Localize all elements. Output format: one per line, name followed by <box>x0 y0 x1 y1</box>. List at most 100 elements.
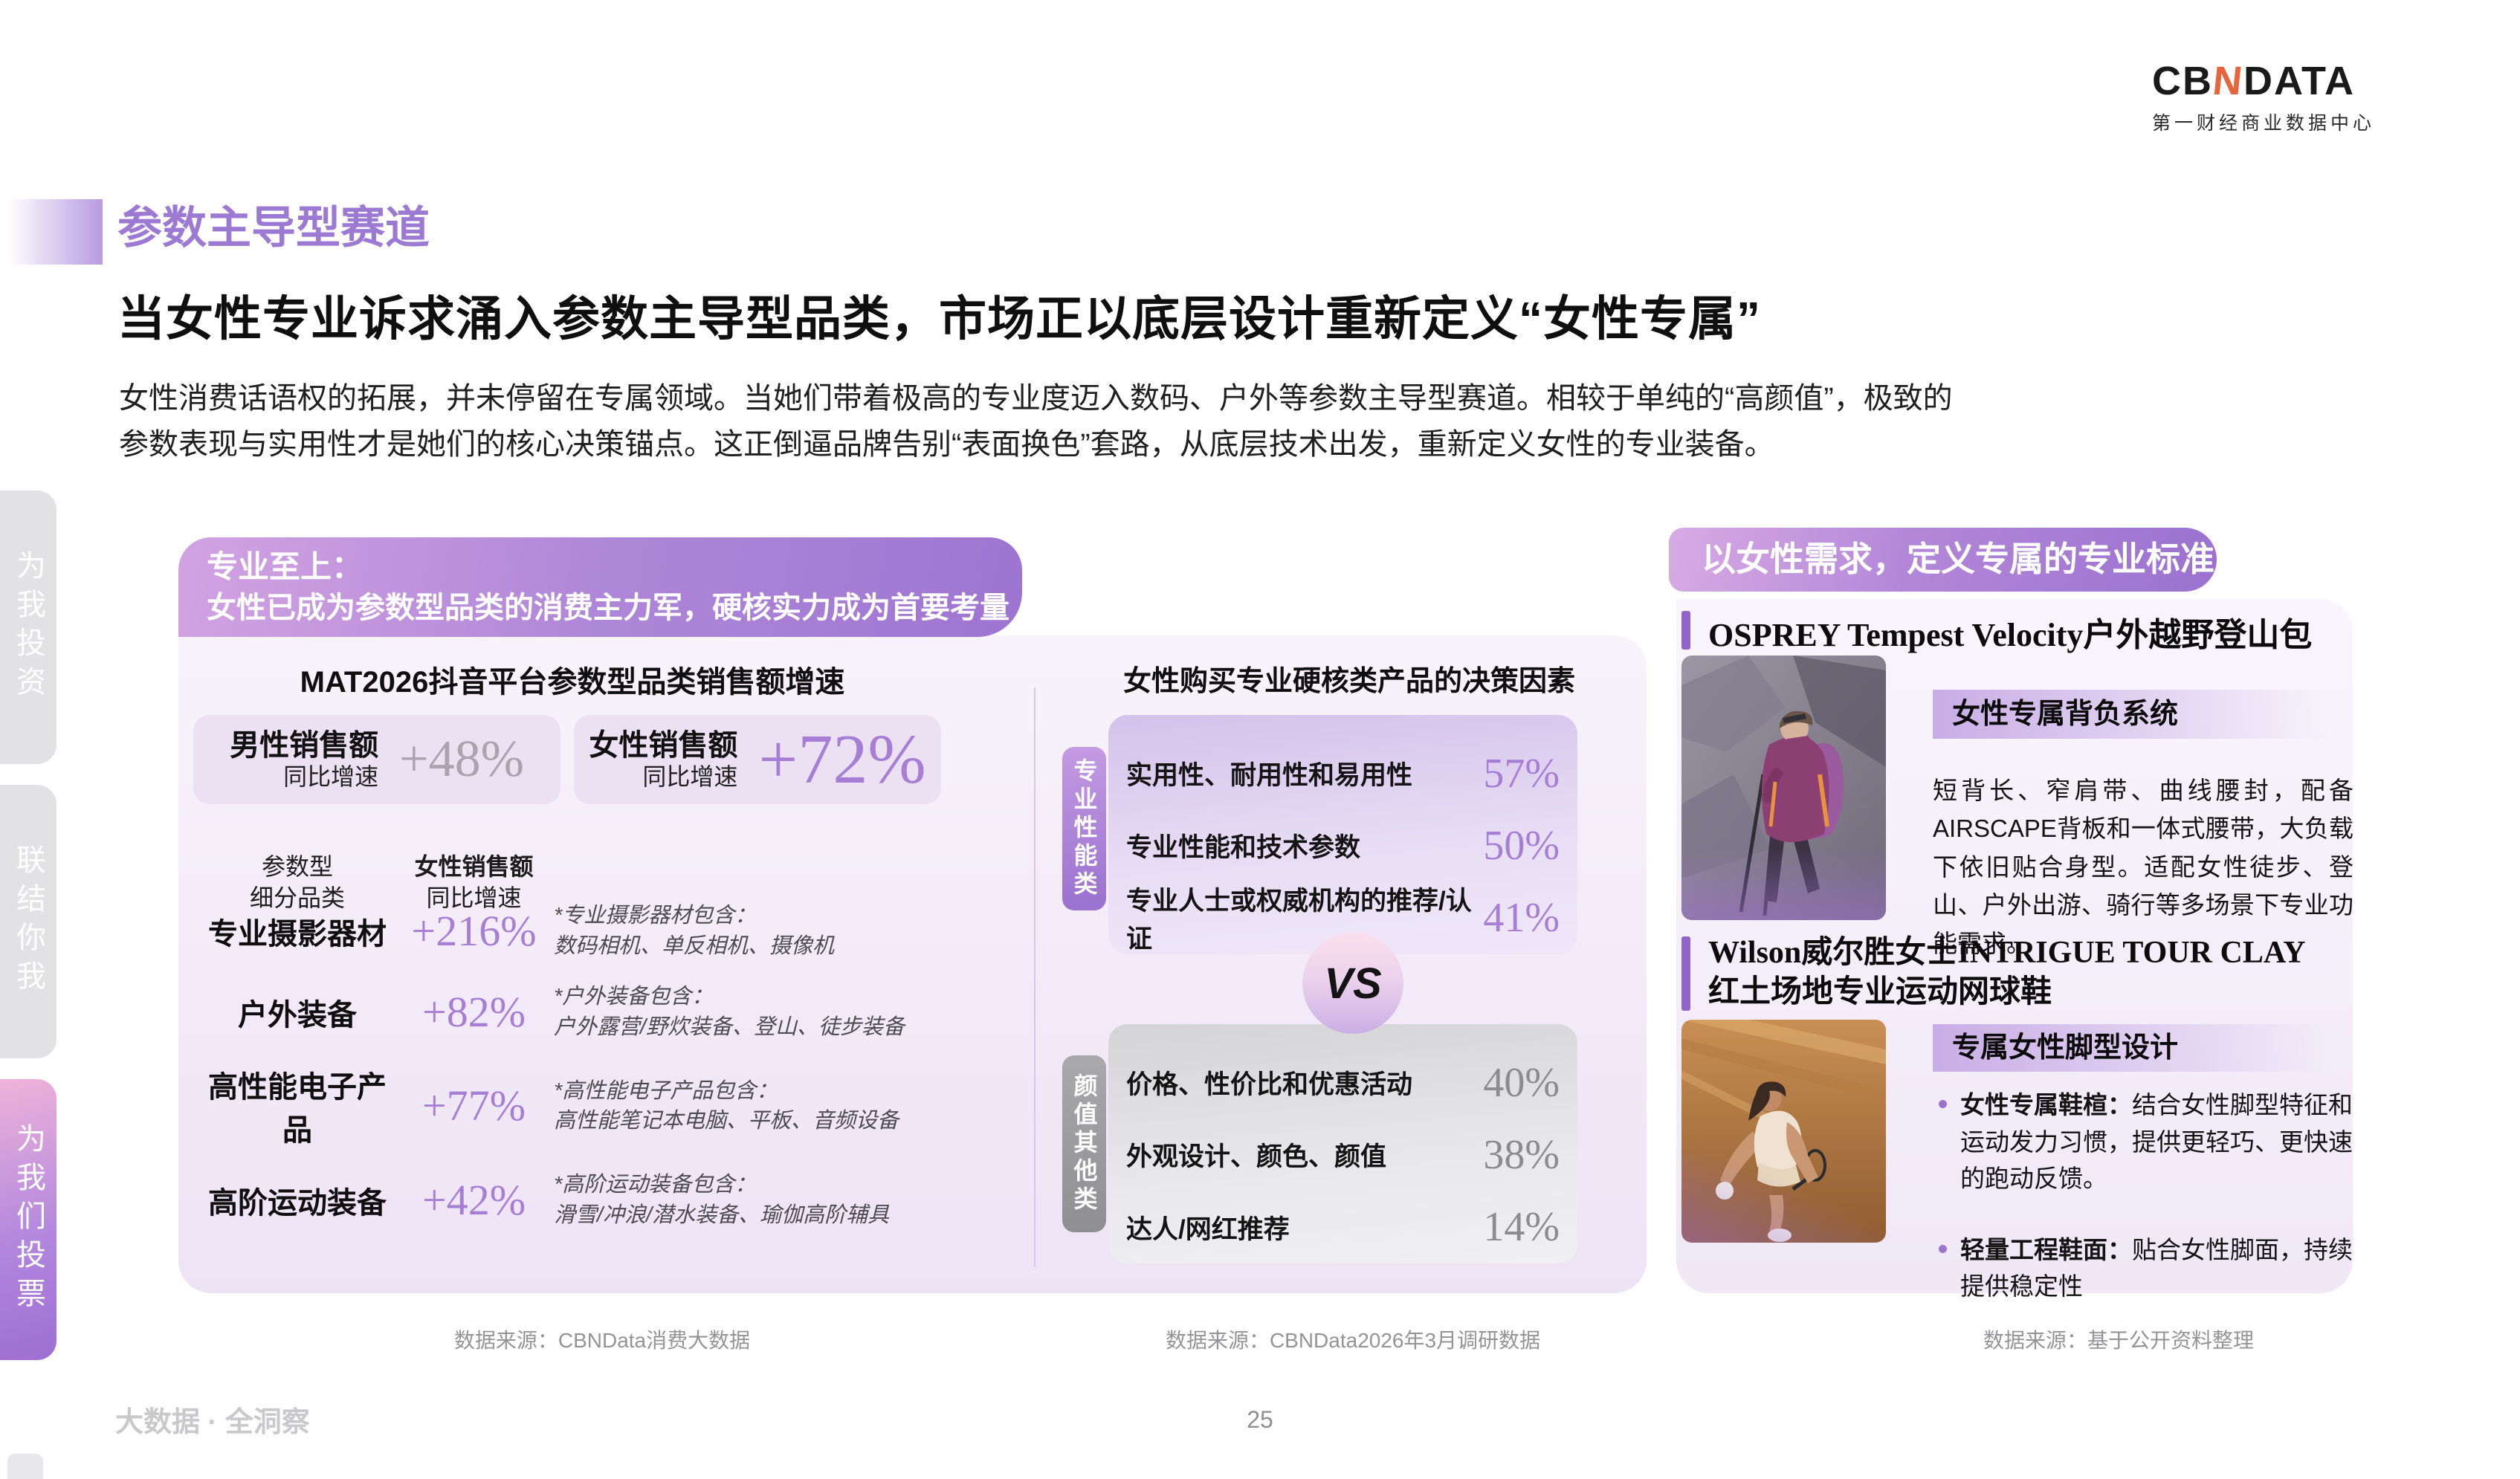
product2-feature-title: 专属女性脚型设计 <box>1933 1024 2353 1072</box>
decision-panel-professional: 实用性、耐用性和易用性 57% 专业性能和技术参数 50% 专业人士或权威机构的… <box>1108 715 1577 954</box>
product2-bullets: 女性专属鞋楦：结合女性脚型特征和运动发力习惯，提供更轻巧、更快速的跑动反馈。 轻… <box>1939 1087 2356 1305</box>
logo-data: DATA <box>2243 59 2355 103</box>
cbndata-logo-wordmark: CBNDATA <box>2152 59 2375 103</box>
bullet-body: 结合女性脚型特征和运动发力习惯，提供更轻巧、更快速的跑动反馈。 <box>1960 1091 2353 1192</box>
decision-row: 专业性能和技术参数 50% <box>1126 815 1560 877</box>
bullet-dot-icon <box>1939 1244 1947 1253</box>
row-value: +77% <box>421 1081 526 1130</box>
decision-value: 50% <box>1483 822 1560 869</box>
row-category: 专业摄影器材 <box>208 917 387 951</box>
row-note-line1: *户外装备包含： <box>554 985 714 1009</box>
source-middle: 数据来源：CBNData2026年3月调研数据 <box>1165 1329 1541 1352</box>
decision-label: 专业性能和技术参数 <box>1126 833 1361 863</box>
intro-line-1: 女性消费话语权的拓展，并未停留在专属领域。当她们带着极高的专业度迈入数码、户外等… <box>119 382 1953 415</box>
title-accent-bar <box>1681 936 1690 1011</box>
stat-card-female-value: +72% <box>758 721 926 798</box>
row-note: *户外装备包含： 户外露营/野炊装备、登山、徒步装备 <box>554 982 1018 1042</box>
decision-factors-title: 女性购买专业硬核类产品的决策因素 <box>1122 666 1575 697</box>
row-note-line1: *高性能电子产品包含： <box>554 1078 778 1103</box>
logo-subtitle: 第一财经商业数据中心 <box>2152 113 2376 134</box>
footer-brand: 大数据 · 全洞察 <box>115 1407 310 1438</box>
decision-value: 57% <box>1483 750 1560 797</box>
row-value: +42% <box>421 1175 526 1224</box>
bullet-dot-icon <box>1939 1100 1947 1108</box>
table-row: 户外装备 +82% *户外装备包含： 户外露营/野炊装备、登山、徒步装备 <box>201 982 1018 1042</box>
intro-line-2: 参数表现与实用性才是她们的核心决策锚点。这正倒逼品牌告别“表面换色”套路，从底层… <box>119 428 1774 461</box>
decision-value: 38% <box>1483 1131 1560 1178</box>
product1-image-hiker <box>1681 656 1886 920</box>
row-value: +216% <box>411 906 537 955</box>
decision-row: 达人/网红推荐 14% <box>1126 1196 1560 1258</box>
table-row: 高阶运动装备 +42% *高阶运动装备包含： 滑雪/冲浪/潜水装备、瑜伽高阶辅具 <box>201 1170 1018 1230</box>
page-number: 25 <box>1247 1406 1273 1433</box>
decision-panel-appearance: 价格、性价比和优惠活动 40% 外观设计、颜色、颜值 38% 达人/网红推荐 1… <box>1108 1024 1577 1263</box>
page-title: 当女性专业诉求涌入参数主导型品类，市场正以底层设计重新定义“女性专属” <box>117 292 1761 346</box>
product1-feature-title: 女性专属背负系统 <box>1933 690 2353 739</box>
decision-row: 实用性、耐用性和易用性 57% <box>1126 742 1560 805</box>
sidebar-tab-connect-you-me[interactable]: 联结你我 <box>0 785 56 1058</box>
decision-value: 40% <box>1483 1059 1560 1106</box>
stat-card-female-label: 女性销售额 <box>589 728 738 762</box>
logo-n-orange: N <box>2210 59 2246 103</box>
bullet-lead: 轻量工程鞋面： <box>1960 1235 2132 1263</box>
bullet-item: 轻量工程鞋面：贴合女性脚面，持续提供稳定性 <box>1939 1232 2356 1305</box>
stat-card-male: 男性销售额 同比增速 +48% <box>193 715 560 804</box>
row-note-line1: *专业摄影器材包含： <box>554 904 757 928</box>
product1-title-row: OSPREY Tempest Velocity户外越野登山包 <box>1681 608 2312 656</box>
sidebar-tab-vote-for-us[interactable]: 为我们投票 <box>0 1079 56 1360</box>
tennis-photo-illustration <box>1681 1020 1886 1243</box>
category-table: 专业摄影器材 +216% *专业摄影器材包含： 数码相机、单反相机、摄像机 户外… <box>201 901 1018 1231</box>
row-note-line2: 户外露营/野炊装备、登山、徒步装备 <box>554 1014 905 1039</box>
category-table-header: 参数型 细分品类 女性销售额 同比增速 <box>201 852 1015 913</box>
section-eyebrow: 参数主导型赛道 <box>117 203 430 253</box>
row-value: +82% <box>421 987 526 1036</box>
sidebar-tab-invest-for-me[interactable]: 为我投资 <box>0 491 56 764</box>
bullet-body: 贴合女性脚面，持续提供稳定性 <box>1960 1235 2353 1301</box>
left-panel-header: 专业至上： 女性已成为参数型品类的消费主力军，硬核实力成为首要考量 <box>178 537 1022 637</box>
product2-title-line2: 红土场地专业运动网球鞋 <box>1708 974 2052 1009</box>
row-category: 高阶运动装备 <box>208 1186 387 1220</box>
left-panel-header-line2: 女性已成为参数型品类的消费主力军，硬核实力成为首要考量 <box>207 590 1009 624</box>
decision-label: 达人/网红推荐 <box>1126 1214 1290 1244</box>
source-left: 数据来源：CBNData消费大数据 <box>453 1329 751 1352</box>
table-header-col1-line2: 细分品类 <box>249 884 345 911</box>
stat-card-male-value: +48% <box>399 731 524 788</box>
table-row: 专业摄影器材 +216% *专业摄影器材包含： 数码相机、单反相机、摄像机 <box>201 901 1018 961</box>
decision-row: 外观设计、颜色、颜值 38% <box>1126 1124 1560 1186</box>
decision-label: 实用性、耐用性和易用性 <box>1126 761 1413 791</box>
table-header-col2-line2: 同比增速 <box>426 884 522 911</box>
left-panel-header-line1: 专业至上： <box>207 551 364 585</box>
row-note-line2: 高性能笔记本电脑、平板、音频设备 <box>554 1109 899 1133</box>
right-panel-header: 以女性需求，定义专属的专业标准 <box>1669 528 2217 592</box>
stat-card-female-labels: 女性销售额 同比增速 <box>589 728 737 791</box>
stat-card-female: 女性销售额 同比增速 +72% <box>574 715 941 804</box>
chart-title: MAT2026抖音平台参数型品类销售额增速 <box>300 666 845 699</box>
bullet-lead: 女性专属鞋楦： <box>1960 1091 2132 1119</box>
row-note-line1: *高阶运动装备包含： <box>554 1173 757 1197</box>
table-header-col1-line1: 参数型 <box>261 853 333 880</box>
table-header-col1: 参数型 细分品类 <box>201 852 394 913</box>
vs-badge: VS <box>1302 933 1403 1034</box>
cbndata-logo: CBNDATA 第一财经商业数据中心 <box>2152 59 2376 135</box>
source-right: 数据来源：基于公开资料整理 <box>1983 1329 2254 1352</box>
decision-label: 专业人士或权威机构的推荐/认证 <box>1126 887 1472 954</box>
product2-title-row: Wilson威尔胜女士INTRIGUE TOUR CLAY 红土场地专业运动网球… <box>1681 933 2306 1012</box>
tab-professional-performance: 专业性能类 <box>1062 747 1106 910</box>
bullet-text: 女性专属鞋楦：结合女性脚型特征和运动发力习惯，提供更轻巧、更快速的跑动反馈。 <box>1960 1087 2356 1197</box>
row-note-line2: 数码相机、单反相机、摄像机 <box>554 933 835 958</box>
hiker-photo-illustration <box>1681 656 1886 920</box>
product1-description: 短背长、窄肩带、曲线腰封，配备AIRSCAPE背板和一体式腰带，大负载下依旧贴合… <box>1933 777 2353 957</box>
row-note: *高阶运动装备包含： 滑雪/冲浪/潜水装备、瑜伽高阶辅具 <box>554 1170 1018 1230</box>
product2-image-tennis-player <box>1681 1020 1886 1243</box>
stat-card-male-sublabel: 同比增速 <box>283 763 379 790</box>
stat-card-male-labels: 男性销售额 同比增速 <box>230 728 378 791</box>
intro-paragraph: 女性消费话语权的拓展，并未停留在专属领域。当她们带着极高的专业度迈入数码、户外等… <box>119 375 2290 467</box>
row-note-line2: 滑雪/冲浪/潜水装备、瑜伽高阶辅具 <box>554 1203 890 1227</box>
product1-title: OSPREY Tempest Velocity户外越野登山包 <box>1708 617 2313 653</box>
row-category: 户外装备 <box>238 998 357 1032</box>
bullet-text: 轻量工程鞋面：贴合女性脚面，持续提供稳定性 <box>1960 1232 2356 1305</box>
row-note: *专业摄影器材包含： 数码相机、单反相机、摄像机 <box>554 901 1018 961</box>
decision-row: 价格、性价比和优惠活动 40% <box>1126 1052 1560 1114</box>
decision-value: 14% <box>1483 1204 1560 1251</box>
